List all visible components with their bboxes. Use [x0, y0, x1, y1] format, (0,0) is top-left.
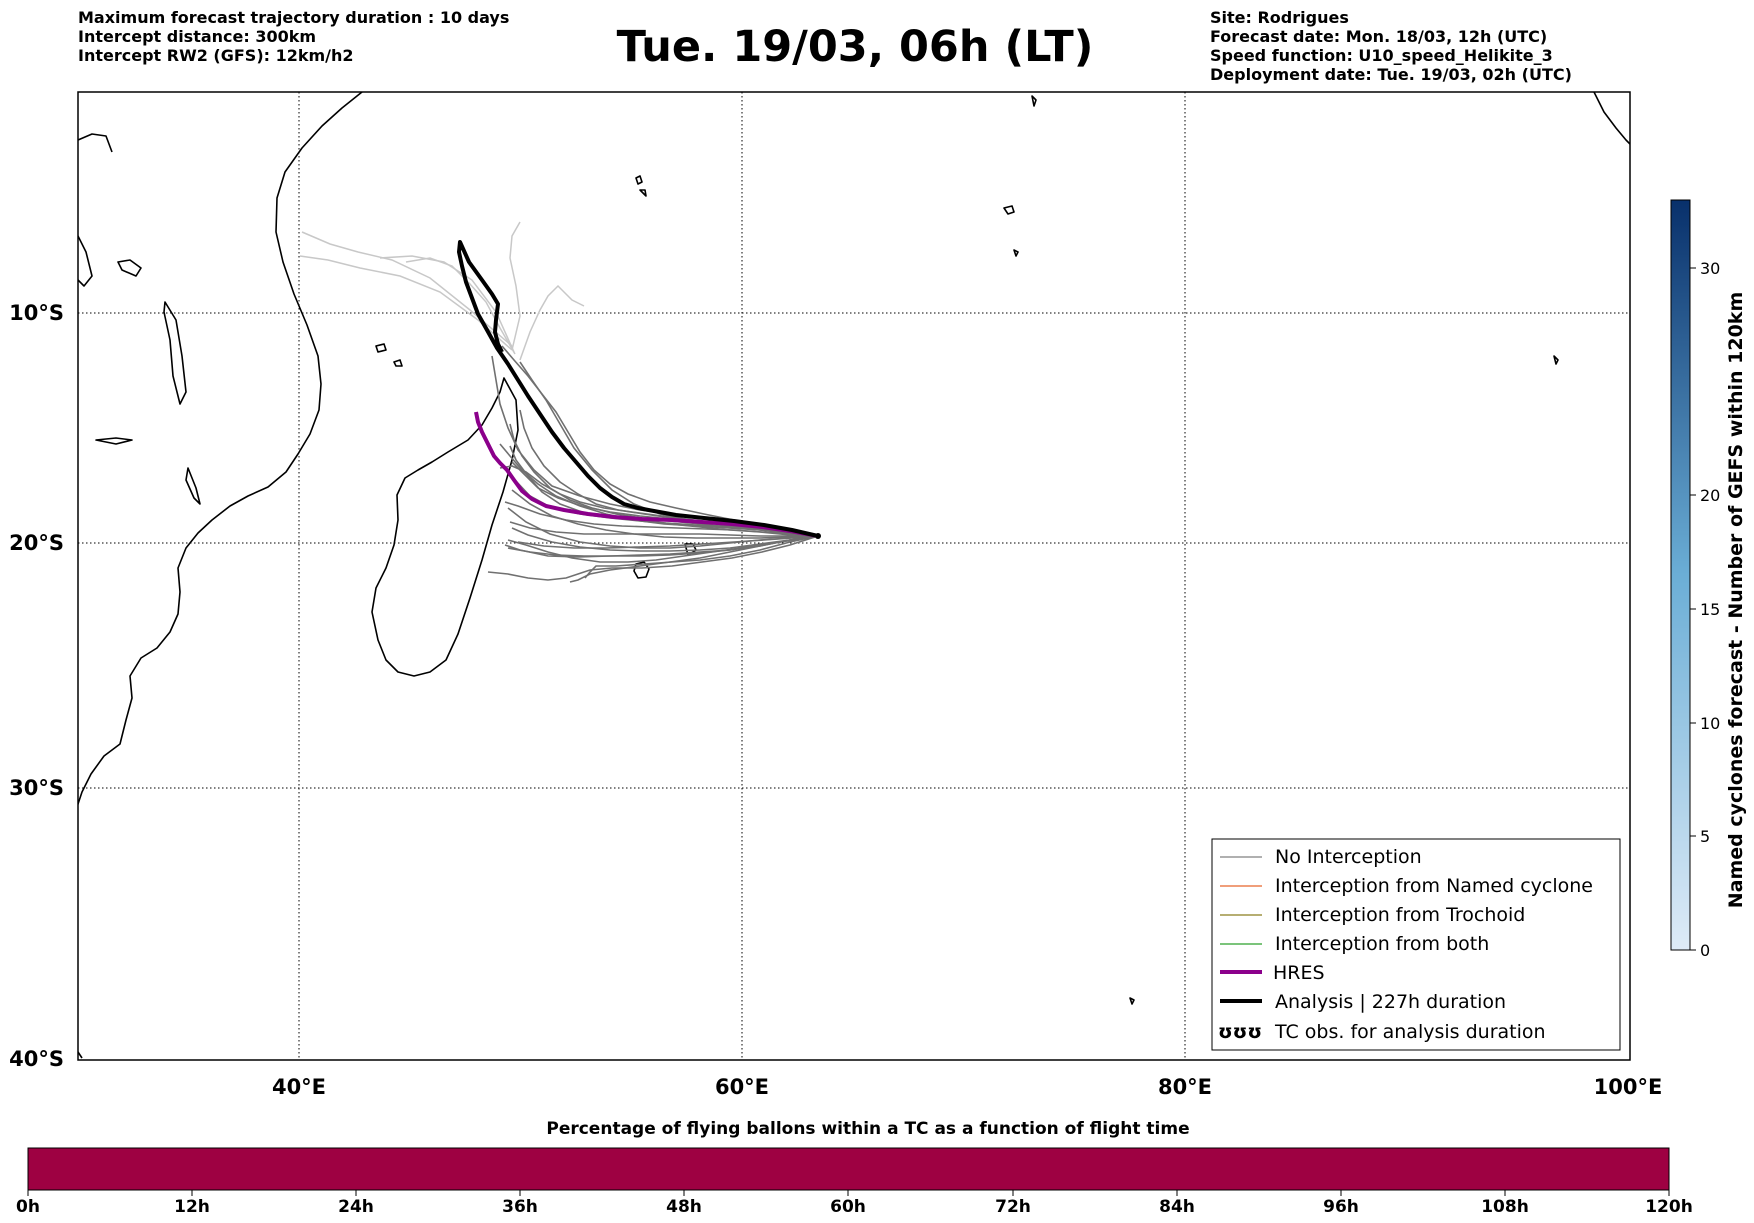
cocos-islands — [1553, 355, 1559, 365]
lat-tick-40s: 40°S — [9, 1047, 64, 1071]
legend-label-analysis: Analysis | 227h duration — [1275, 991, 1506, 1013]
light-trajectory — [509, 221, 521, 351]
grey-trajectory — [507, 535, 819, 557]
intercept-distance-text: Intercept distance: 300km — [78, 27, 317, 46]
speed-function-text: Speed function: U10_speed_Helikite_3 — [1210, 46, 1553, 65]
map-frame — [77, 91, 1631, 1061]
lat-tick-10s: 10°S — [9, 301, 64, 325]
cb-tick-5: 5 — [1700, 827, 1710, 846]
page-title: Tue. 19/03, 06h (LT) — [616, 22, 1094, 72]
cb-tick-0: 0 — [1700, 941, 1710, 960]
coastlines — [78, 92, 1630, 1059]
mauritius-coastline — [633, 561, 650, 579]
legend-label-trochoid: Interception from Trochoid — [1275, 904, 1525, 926]
legend-label-both: Interception from both — [1275, 933, 1489, 955]
deployment-date-text: Deployment date: Tue. 19/03, 02h (UTC) — [1210, 65, 1572, 84]
max-duration-text: Maximum forecast trajectory duration : 1… — [78, 8, 510, 27]
grey-trajectory — [504, 501, 819, 537]
grey-trajectory — [511, 527, 819, 552]
lon-tick-60e: 60°E — [715, 1075, 769, 1099]
legend-label-hres: HRES — [1273, 962, 1325, 984]
grey-trajectory — [509, 521, 818, 537]
light-trajectory — [379, 255, 515, 353]
madagascar-coastline — [371, 377, 519, 677]
grey-trajectory — [511, 489, 819, 539]
grey-trajectory — [507, 507, 819, 549]
lon-tick-40e: 40°E — [272, 1075, 326, 1099]
cyclone-colorbar-label: Named cyclones forecast - Number of GEFS… — [1725, 292, 1747, 909]
light-trajectory — [519, 284, 585, 361]
lat-tick-20s: 20°S — [9, 531, 64, 555]
amsterdam-island — [1129, 997, 1135, 1005]
cb-tick-15: 15 — [1700, 600, 1720, 619]
tc-obs-symbol-icon: ʊʊʊ — [1218, 1021, 1262, 1043]
socotra-coastline — [117, 259, 142, 277]
lake-malawi — [185, 467, 201, 505]
header-left: Maximum forecast trajectory duration : 1… — [78, 8, 509, 65]
africa-coastline — [78, 92, 363, 807]
seychelles-islands — [635, 175, 647, 197]
lat-tick-labels: 10°S 20°S 30°S 40°S — [9, 301, 64, 1071]
cyclone-colorbar: 0 5 10 15 20 30 Named cyclones forecast … — [1670, 199, 1747, 960]
light-trajectory — [301, 231, 513, 347]
grey-trajectory — [584, 535, 819, 579]
maldives-islands — [1031, 95, 1037, 107]
sumatra-coastline — [1593, 92, 1630, 145]
lon-tick-100e: 100°E — [1594, 1075, 1663, 1099]
legend-label-tc-obs: TC obs. for analysis duration — [1274, 1021, 1546, 1043]
intercept-rw2-text: Intercept RW2 (GFS): 12km/h2 — [78, 46, 354, 65]
light-trajectory — [405, 257, 516, 355]
lake-kariba — [95, 437, 133, 445]
cb-tick-20: 20 — [1700, 486, 1720, 505]
lake-victoria — [78, 235, 93, 287]
light-trajectory — [299, 255, 513, 351]
hres-trajectory — [474, 411, 819, 538]
chagos-islands — [1003, 205, 1019, 257]
header-right: Site: Rodrigues Forecast date: Mon. 18/0… — [1210, 8, 1572, 84]
analysis-trajectory — [457, 240, 819, 538]
lat-tick-30s: 30°S — [9, 776, 64, 800]
lon-tick-80e: 80°E — [1158, 1075, 1212, 1099]
lon-tick-labels: 40°E 60°E 80°E 100°E — [272, 1075, 1662, 1099]
release-site-marker — [815, 533, 821, 539]
grey-trajectory — [487, 535, 819, 581]
cyclone-colorbar-fill — [1670, 199, 1691, 951]
cb-tick-30: 30 — [1700, 259, 1720, 278]
forecast-date-text: Forecast date: Mon. 18/03, 12h (UTC) — [1210, 27, 1548, 46]
legend-label-named-cyclone: Interception from Named cyclone — [1275, 875, 1593, 897]
lake-tanganyika — [163, 301, 187, 405]
legend: No Interception Interception from Named … — [1211, 838, 1621, 1051]
arabia-coastline — [78, 133, 113, 153]
map-gridlines — [78, 92, 1630, 1060]
comoros-coastline — [375, 343, 403, 367]
no-interception-long-trajectories — [299, 221, 585, 361]
cb-tick-10: 10 — [1700, 714, 1720, 733]
legend-box — [1211, 838, 1621, 1051]
site-text: Site: Rodrigues — [1210, 8, 1349, 27]
legend-label-no-interception: No Interception — [1275, 846, 1422, 868]
